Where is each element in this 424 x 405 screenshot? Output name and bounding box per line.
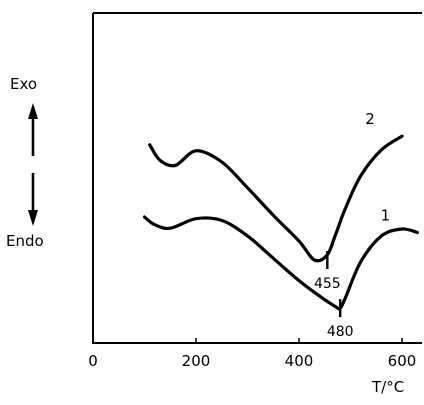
curve-label-1: 1 — [381, 206, 391, 224]
exo-arrow — [28, 103, 38, 156]
x-tick-label: 200 — [182, 352, 211, 370]
x-ticks: 0 200 400 600 — [88, 338, 416, 370]
x-tick-label: 600 — [388, 352, 417, 370]
peak-label: 455 — [314, 276, 341, 292]
peak-label: 480 — [327, 324, 354, 340]
endo-label: Endo — [6, 232, 44, 250]
endo-arrow — [28, 173, 38, 226]
curve-1 — [142, 215, 419, 311]
curve-2 — [148, 134, 404, 263]
x-axis-label: T/°C — [371, 378, 404, 396]
x-tick-label: 400 — [285, 352, 314, 370]
exo-label: Exo — [10, 75, 37, 93]
x-tick-label: 0 — [88, 352, 98, 370]
plot-frame — [92, 12, 422, 344]
curves: 12 — [142, 110, 419, 311]
annotations: 455 480 — [314, 251, 354, 340]
curve-label-2: 2 — [365, 110, 375, 128]
plot-border — [92, 12, 422, 344]
